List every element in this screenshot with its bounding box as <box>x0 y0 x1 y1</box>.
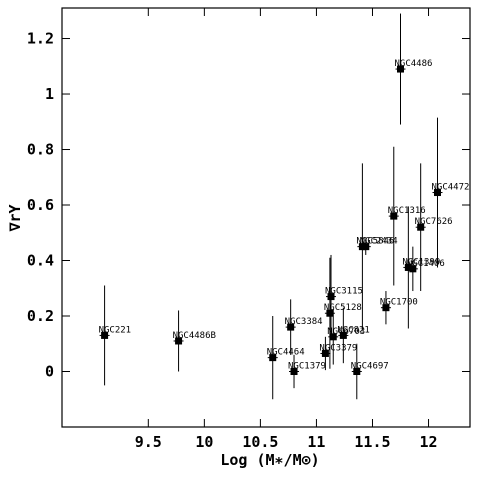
data-point <box>321 349 329 357</box>
point-label: NGC3115 <box>325 287 363 297</box>
point-label: NGC1316 <box>388 206 426 216</box>
point-label: NGC2434 <box>360 237 398 247</box>
x-tick-label: 10.5 <box>242 433 278 451</box>
x-tick-label: 10 <box>195 433 213 451</box>
data-point <box>404 263 412 271</box>
point-label: NGC6703 <box>327 327 365 337</box>
point-label: NGC1399 <box>402 257 440 267</box>
data-point <box>417 223 425 231</box>
point-label: NGC4486 <box>395 59 433 69</box>
data-point <box>101 331 109 339</box>
data-point <box>353 368 361 376</box>
point-label: NGC5846 <box>356 237 394 247</box>
point-label: NGC3384 <box>285 317 323 327</box>
point-label: NGC221 <box>99 325 132 335</box>
data-point <box>433 189 441 197</box>
y-tick-label: 0.6 <box>27 196 54 214</box>
y-tick-label: 0.8 <box>27 141 54 159</box>
point-label: NGC4486B <box>173 331 216 341</box>
data-point <box>382 304 390 312</box>
plot-frame <box>61 7 471 428</box>
point-label: NGC4464 <box>267 348 305 358</box>
x-tick-label: 11 <box>307 433 325 451</box>
data-point <box>339 331 347 339</box>
data-point <box>329 333 337 341</box>
x-tick-label: 11.5 <box>354 433 390 451</box>
data-point <box>326 309 334 317</box>
point-label: NGC4697 <box>351 362 389 372</box>
data-point <box>397 65 405 73</box>
point-label: NGC1406 <box>407 259 445 269</box>
data-point <box>290 368 298 376</box>
point-label: NGC4472 <box>431 183 469 193</box>
data-point <box>287 323 295 331</box>
y-tick-label: 0 <box>45 363 54 381</box>
point-label: NGC821 <box>337 325 370 335</box>
data-point <box>409 265 417 273</box>
point-label: NGC3379 <box>319 343 357 353</box>
y-tick-label: 0.4 <box>27 252 54 270</box>
y-tick-label: 1 <box>45 85 54 103</box>
x-tick-label: 12 <box>419 433 437 451</box>
point-label: NGC7626 <box>415 217 453 227</box>
y-tick-label: 1.2 <box>27 30 54 48</box>
x-tick-label: 9.5 <box>135 433 162 451</box>
x-axis-label: Log (M∗/M⊙) <box>220 451 319 469</box>
data-point <box>327 293 335 301</box>
data-point <box>175 337 183 345</box>
y-tick-label: 0.2 <box>27 307 54 325</box>
point-label: NGC1379 <box>288 362 326 372</box>
data-point <box>269 354 277 362</box>
data-point <box>390 212 398 220</box>
data-point <box>362 243 370 251</box>
y-axis-label: ∇rΥ <box>6 204 24 232</box>
point-label: NGC1700 <box>380 298 418 308</box>
